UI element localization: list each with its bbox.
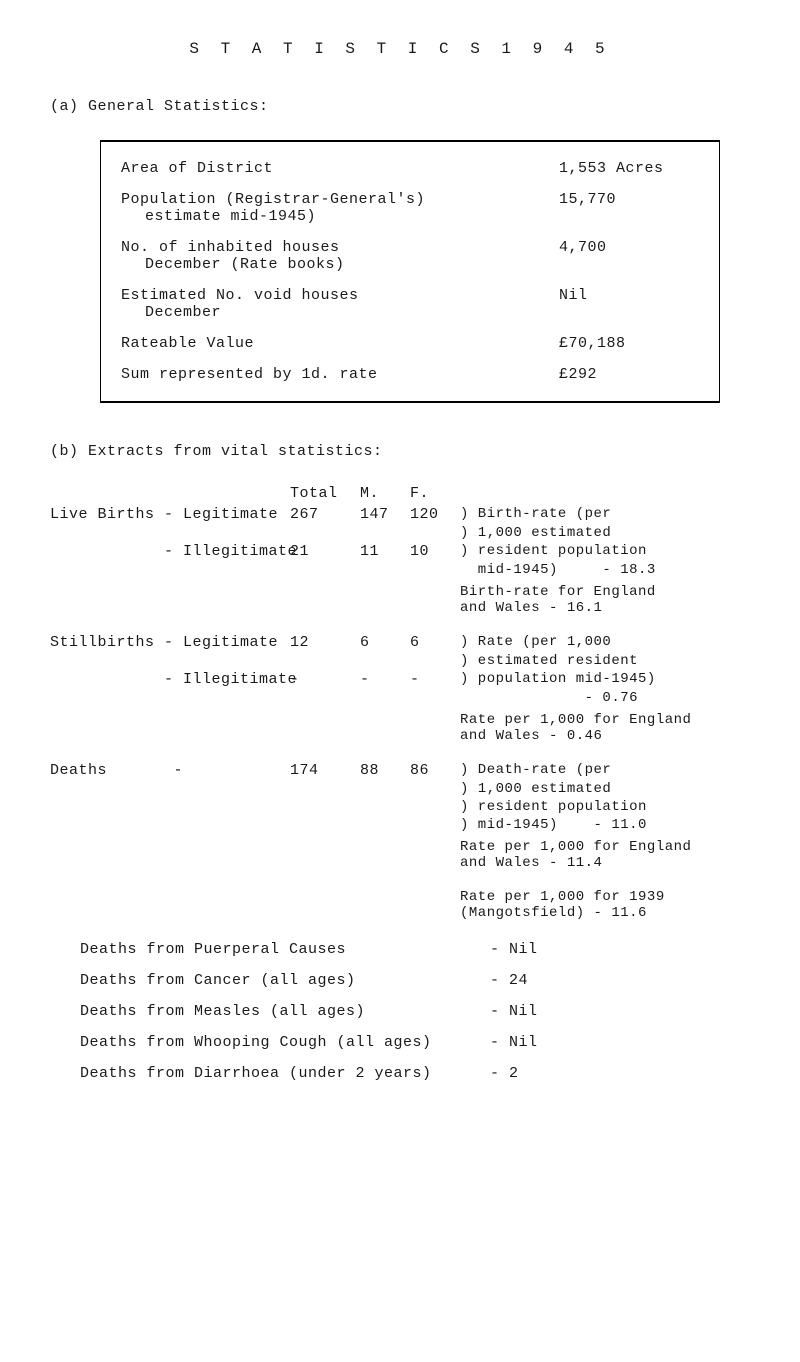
row-label: Live Births - Legitimate [50,506,290,523]
stat-value: £70,188 [559,335,699,352]
row-m: 147 [360,506,410,523]
stat-label: Area of District [121,160,559,177]
stat-label: Population (Registrar-General's) estimat… [121,191,559,225]
row-label: - Illegitimate [50,543,290,560]
row-total: 174 [290,762,360,779]
row-note: ) mid-1945) - 11.0 [460,817,780,833]
row-label: Deaths - [50,762,290,779]
table-row: Stillbirths - Legitimate 12 6 6 ) Rate (… [50,634,750,651]
row-f: 120 [410,506,460,523]
row-m: 6 [360,634,410,651]
stat-row: Population (Registrar-General's) estimat… [121,191,699,225]
row-m: 88 [360,762,410,779]
table-row: mid-1945) - 18.3 [50,562,750,578]
cause-value: - 24 [490,972,528,989]
row-note: ) estimated resident [460,653,780,669]
header-m: M. [360,485,410,502]
stat-row: No. of inhabited houses December (Rate b… [121,239,699,273]
row-f: - [410,671,460,688]
list-item: Deaths from Puerperal Causes - Nil [80,941,750,958]
table-row: - Illegitimate 21 11 10 ) resident popul… [50,543,750,560]
page-title: S T A T I S T I C S 1 9 4 5 [50,40,750,58]
stat-value: 1,553 Acres [559,160,699,177]
table-row: ) 1,000 estimated [50,781,750,797]
row-total: 12 [290,634,360,651]
row-f: 10 [410,543,460,560]
table-row: Deaths - 174 88 86 ) Death-rate (per [50,762,750,779]
row-note: ) Death-rate (per [460,762,780,779]
stat-row: Rateable Value £70,188 [121,335,699,352]
row-total: 267 [290,506,360,523]
table-row: ) resident population [50,799,750,815]
row-note: ) Rate (per 1,000 [460,634,780,651]
stat-label-line1: No. of inhabited houses [121,239,340,256]
table-row: ) estimated resident [50,653,750,669]
cause-label: Deaths from Cancer (all ages) [80,972,490,989]
header-f: F. [410,485,460,502]
row-label: - Illegitimate [50,671,290,688]
stat-label-line2: December [121,304,221,321]
table-row: - Illegitimate - - - ) population mid-19… [50,671,750,688]
cause-label: Deaths from Puerperal Causes [80,941,490,958]
stat-value: £292 [559,366,699,383]
rate-ew-deaths: Rate per 1,000 for England and Wales - 1… [460,839,750,871]
row-note: ) resident population [460,543,780,560]
stat-row: Estimated No. void houses December Nil [121,287,699,321]
rate-1939: Rate per 1,000 for 1939 (Mangotsfield) -… [460,889,750,921]
stat-value: 4,700 [559,239,699,256]
row-total: 21 [290,543,360,560]
list-item: Deaths from Measles (all ages) - Nil [80,1003,750,1020]
cause-value: - Nil [490,941,538,958]
table-row: ) 1,000 estimated [50,525,750,541]
header-total: Total [290,485,360,502]
stat-label-line1: Population (Registrar-General's) [121,191,425,208]
cause-label: Deaths from Diarrhoea (under 2 years) [80,1065,490,1082]
table-row: ) mid-1945) - 11.0 [50,817,750,833]
extracts-block: Total M. F. Live Births - Legitimate 267… [50,485,750,1082]
row-f: 6 [410,634,460,651]
row-label: Stillbirths - Legitimate [50,634,290,651]
section-a-heading: (a) General Statistics: [50,98,750,115]
deaths-causes-list: Deaths from Puerperal Causes - Nil Death… [80,941,750,1082]
row-f: 86 [410,762,460,779]
row-note: - 0.76 [460,690,780,706]
stat-label: Sum represented by 1d. rate [121,366,559,383]
stat-label-line2: December (Rate books) [121,256,345,273]
stat-value: Nil [559,287,699,304]
cause-value: - 2 [490,1065,519,1082]
list-item: Deaths from Diarrhoea (under 2 years) - … [80,1065,750,1082]
row-note: ) resident population [460,799,780,815]
row-note: ) 1,000 estimated [460,781,780,797]
cause-value: - Nil [490,1034,538,1051]
row-m: - [360,671,410,688]
stat-row: Area of District 1,553 Acres [121,160,699,177]
cause-value: - Nil [490,1003,538,1020]
row-total: - [290,671,360,688]
row-note: ) population mid-1945) [460,671,780,688]
table-row: - 0.76 [50,690,750,706]
row-note: ) Birth-rate (per [460,506,780,523]
list-item: Deaths from Whooping Cough (all ages) - … [80,1034,750,1051]
stat-row: Sum represented by 1d. rate £292 [121,366,699,383]
stat-label: Rateable Value [121,335,559,352]
rate-ew-stillbirths: Rate per 1,000 for England and Wales - 0… [460,712,750,744]
row-note: mid-1945) - 18.3 [460,562,780,578]
section-b-heading: (b) Extracts from vital statistics: [50,443,750,460]
general-stats-box: Area of District 1,553 Acres Population … [100,140,720,403]
stat-label: No. of inhabited houses December (Rate b… [121,239,559,273]
cause-label: Deaths from Measles (all ages) [80,1003,490,1020]
row-m: 11 [360,543,410,560]
table-header: Total M. F. [50,485,750,502]
stat-label-line1: Estimated No. void houses [121,287,359,304]
table-row: Live Births - Legitimate 267 147 120 ) B… [50,506,750,523]
stat-label: Estimated No. void houses December [121,287,559,321]
row-note: ) 1,000 estimated [460,525,780,541]
list-item: Deaths from Cancer (all ages) - 24 [80,972,750,989]
stat-value: 15,770 [559,191,699,208]
birth-rate-ew: Birth-rate for England and Wales - 16.1 [460,584,750,616]
cause-label: Deaths from Whooping Cough (all ages) [80,1034,490,1051]
stat-label-line2: estimate mid-1945) [121,208,316,225]
